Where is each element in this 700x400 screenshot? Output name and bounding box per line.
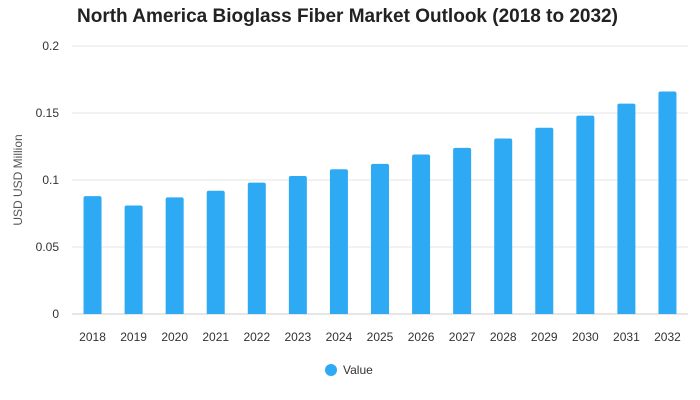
- x-tick-label: 2021: [202, 330, 229, 344]
- bar-2018[interactable]: [83, 196, 102, 314]
- bar-2025[interactable]: [371, 163, 389, 314]
- x-tick-label: 2026: [408, 330, 435, 344]
- bar-2030[interactable]: [576, 115, 595, 315]
- x-tick-label: 2030: [572, 330, 599, 344]
- x-tick-label: 2018: [79, 330, 106, 344]
- bar-2031[interactable]: [617, 103, 636, 315]
- bar-2024[interactable]: [329, 169, 348, 314]
- legend-label[interactable]: Value: [343, 363, 373, 377]
- y-tick-label: 0: [52, 307, 59, 321]
- bar-2020[interactable]: [165, 197, 184, 314]
- bar-2032[interactable]: [658, 91, 677, 314]
- bar-2019[interactable]: [124, 205, 143, 314]
- legend[interactable]: Value: [325, 363, 373, 377]
- x-tick-label: 2019: [120, 330, 147, 344]
- x-tick-label: 2020: [161, 330, 188, 344]
- bar-2023[interactable]: [288, 175, 307, 314]
- x-tick-label: 2025: [367, 330, 394, 344]
- y-tick-label: 0.1: [42, 173, 59, 187]
- x-tick-label: 2029: [531, 330, 558, 344]
- x-tick-label: 2024: [326, 330, 353, 344]
- y-tick-label: 0.2: [42, 39, 59, 53]
- x-tick-label: 2028: [490, 330, 517, 344]
- bar-2021[interactable]: [206, 190, 225, 314]
- x-tick-label: 2031: [613, 330, 640, 344]
- y-tick-label: 0.15: [36, 106, 60, 120]
- x-tick-label: 2023: [285, 330, 312, 344]
- bar-2029[interactable]: [535, 127, 554, 315]
- bar-2028[interactable]: [494, 138, 513, 314]
- x-tick-label: 2032: [654, 330, 681, 344]
- y-tick-label: 0.05: [36, 240, 60, 254]
- bar-2022[interactable]: [247, 182, 266, 314]
- chart-title: North America Bioglass Fiber Market Outl…: [77, 6, 618, 27]
- y-axis-title: USD USD Million: [11, 134, 25, 225]
- bar-2027[interactable]: [453, 147, 472, 314]
- x-tick-label: 2022: [243, 330, 270, 344]
- bar-2026[interactable]: [412, 154, 431, 314]
- x-tick-label: 2027: [449, 330, 476, 344]
- legend-marker[interactable]: [325, 364, 337, 376]
